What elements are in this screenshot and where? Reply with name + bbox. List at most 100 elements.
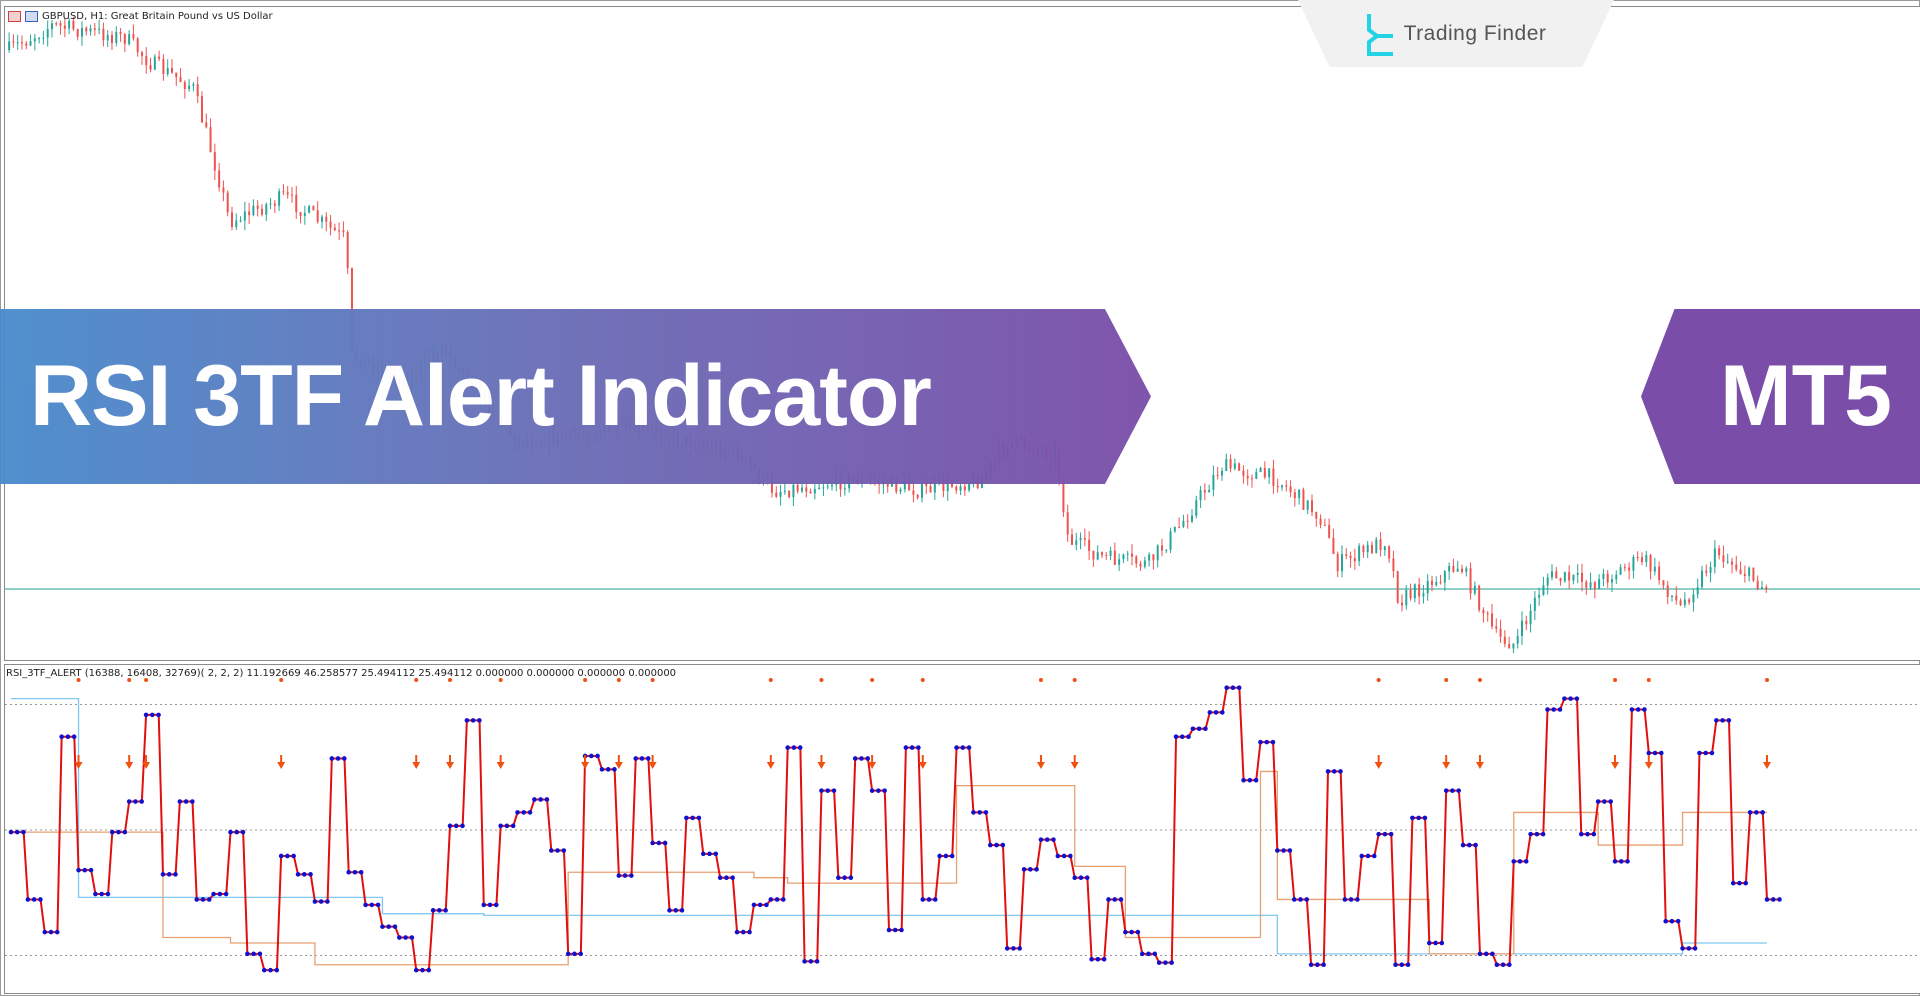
signal-dot [414,678,419,682]
rsi-point [1169,960,1174,965]
candle-body [1362,545,1365,553]
candle-body [235,220,238,227]
rsi-point [173,872,178,877]
rsi-point [1456,788,1461,793]
sell-arrow-icon [125,755,134,769]
rsi-point [133,799,138,804]
signal-dot [279,678,284,682]
rsi-point [1224,685,1229,691]
rsi-point [223,891,229,897]
candle-body [59,23,62,26]
rsi-point [740,929,746,935]
rsi-point [700,851,706,857]
rsi-point [836,875,841,880]
candle-body [1525,620,1528,625]
candle-body [226,192,229,213]
candle-body [1752,567,1755,581]
rsi-point [713,851,719,857]
rsi-point [166,872,172,877]
signal-dot [1376,678,1381,682]
candle-body [925,482,928,486]
rsi-point [1697,750,1702,756]
candle-body [248,211,251,215]
candle-body [908,481,911,491]
signal-dot [616,678,621,682]
rsi-point [544,797,550,802]
rsi-point [325,899,330,904]
candle-body [1276,485,1279,488]
rsi-point [409,935,415,940]
candle-body [346,232,349,269]
candle-body [290,194,293,196]
candle-body [818,487,821,490]
candle-body [1396,571,1399,603]
rsi-point [1591,831,1597,837]
candle-body [1559,578,1562,582]
rsi-point [1220,710,1225,715]
rsi-point [1123,929,1128,935]
rsi-point [1236,685,1242,691]
candle-body [1675,595,1678,601]
candle-body [1743,573,1746,577]
candle-body [1589,582,1592,588]
rsi-indicator-pane[interactable] [4,664,1920,994]
candle-body [1358,545,1361,562]
candle-body [1246,475,1249,479]
candle-body [1542,585,1545,595]
rsi-point [1291,897,1297,902]
candle-body [800,487,803,492]
rsi-point [420,967,425,973]
rsi-point [639,756,645,761]
rsi-point [59,734,64,739]
rsi-point [1422,815,1428,821]
rsi-point [667,908,672,913]
rsi-point [1490,951,1495,957]
rsi-point [1152,951,1158,957]
candle-body [85,27,88,32]
rsi-point [622,873,628,878]
rsi-point [122,829,128,835]
candle-body [1349,555,1352,559]
candle-body [1289,486,1292,493]
candle-body [1388,546,1391,559]
rsi-point [1264,739,1270,745]
rsi-point [510,823,516,829]
rsi-point [470,718,476,723]
rsi-point [21,829,26,835]
candle-body [1645,554,1648,563]
candle-body [1615,574,1618,580]
candle-body [1435,582,1438,586]
candle-body [1555,571,1558,579]
candle-body [1756,580,1759,589]
candle-body [788,490,791,498]
rsi-point [983,810,989,815]
rsi-point [1146,951,1151,957]
rsi-point [1298,897,1303,902]
candle-body [243,211,246,221]
rsi-point [1139,951,1145,957]
rsi-point [757,902,763,908]
signal-dot [650,678,655,682]
rsi-point [487,902,493,908]
rsi-point [555,848,560,853]
candle-body [200,96,203,123]
candle-body [1225,459,1228,472]
rsi-point [747,929,752,935]
candle-body [140,52,143,56]
candle-body [1268,468,1271,478]
candle-body [1109,550,1112,557]
candle-body [102,28,105,41]
candle-body [1392,558,1395,572]
rsi-point [802,959,807,964]
sell-arrow-icon [1611,755,1620,769]
rsi-point [291,853,296,859]
candle-body [1508,643,1511,649]
candle-body [278,191,281,206]
rsi-point [1055,853,1061,859]
candle-body [1156,545,1159,561]
rsi-point [764,902,769,908]
candle-body [260,208,263,215]
sell-arrow-icon [1442,755,1451,769]
rsi-point [392,924,398,929]
candle-body [813,489,816,494]
